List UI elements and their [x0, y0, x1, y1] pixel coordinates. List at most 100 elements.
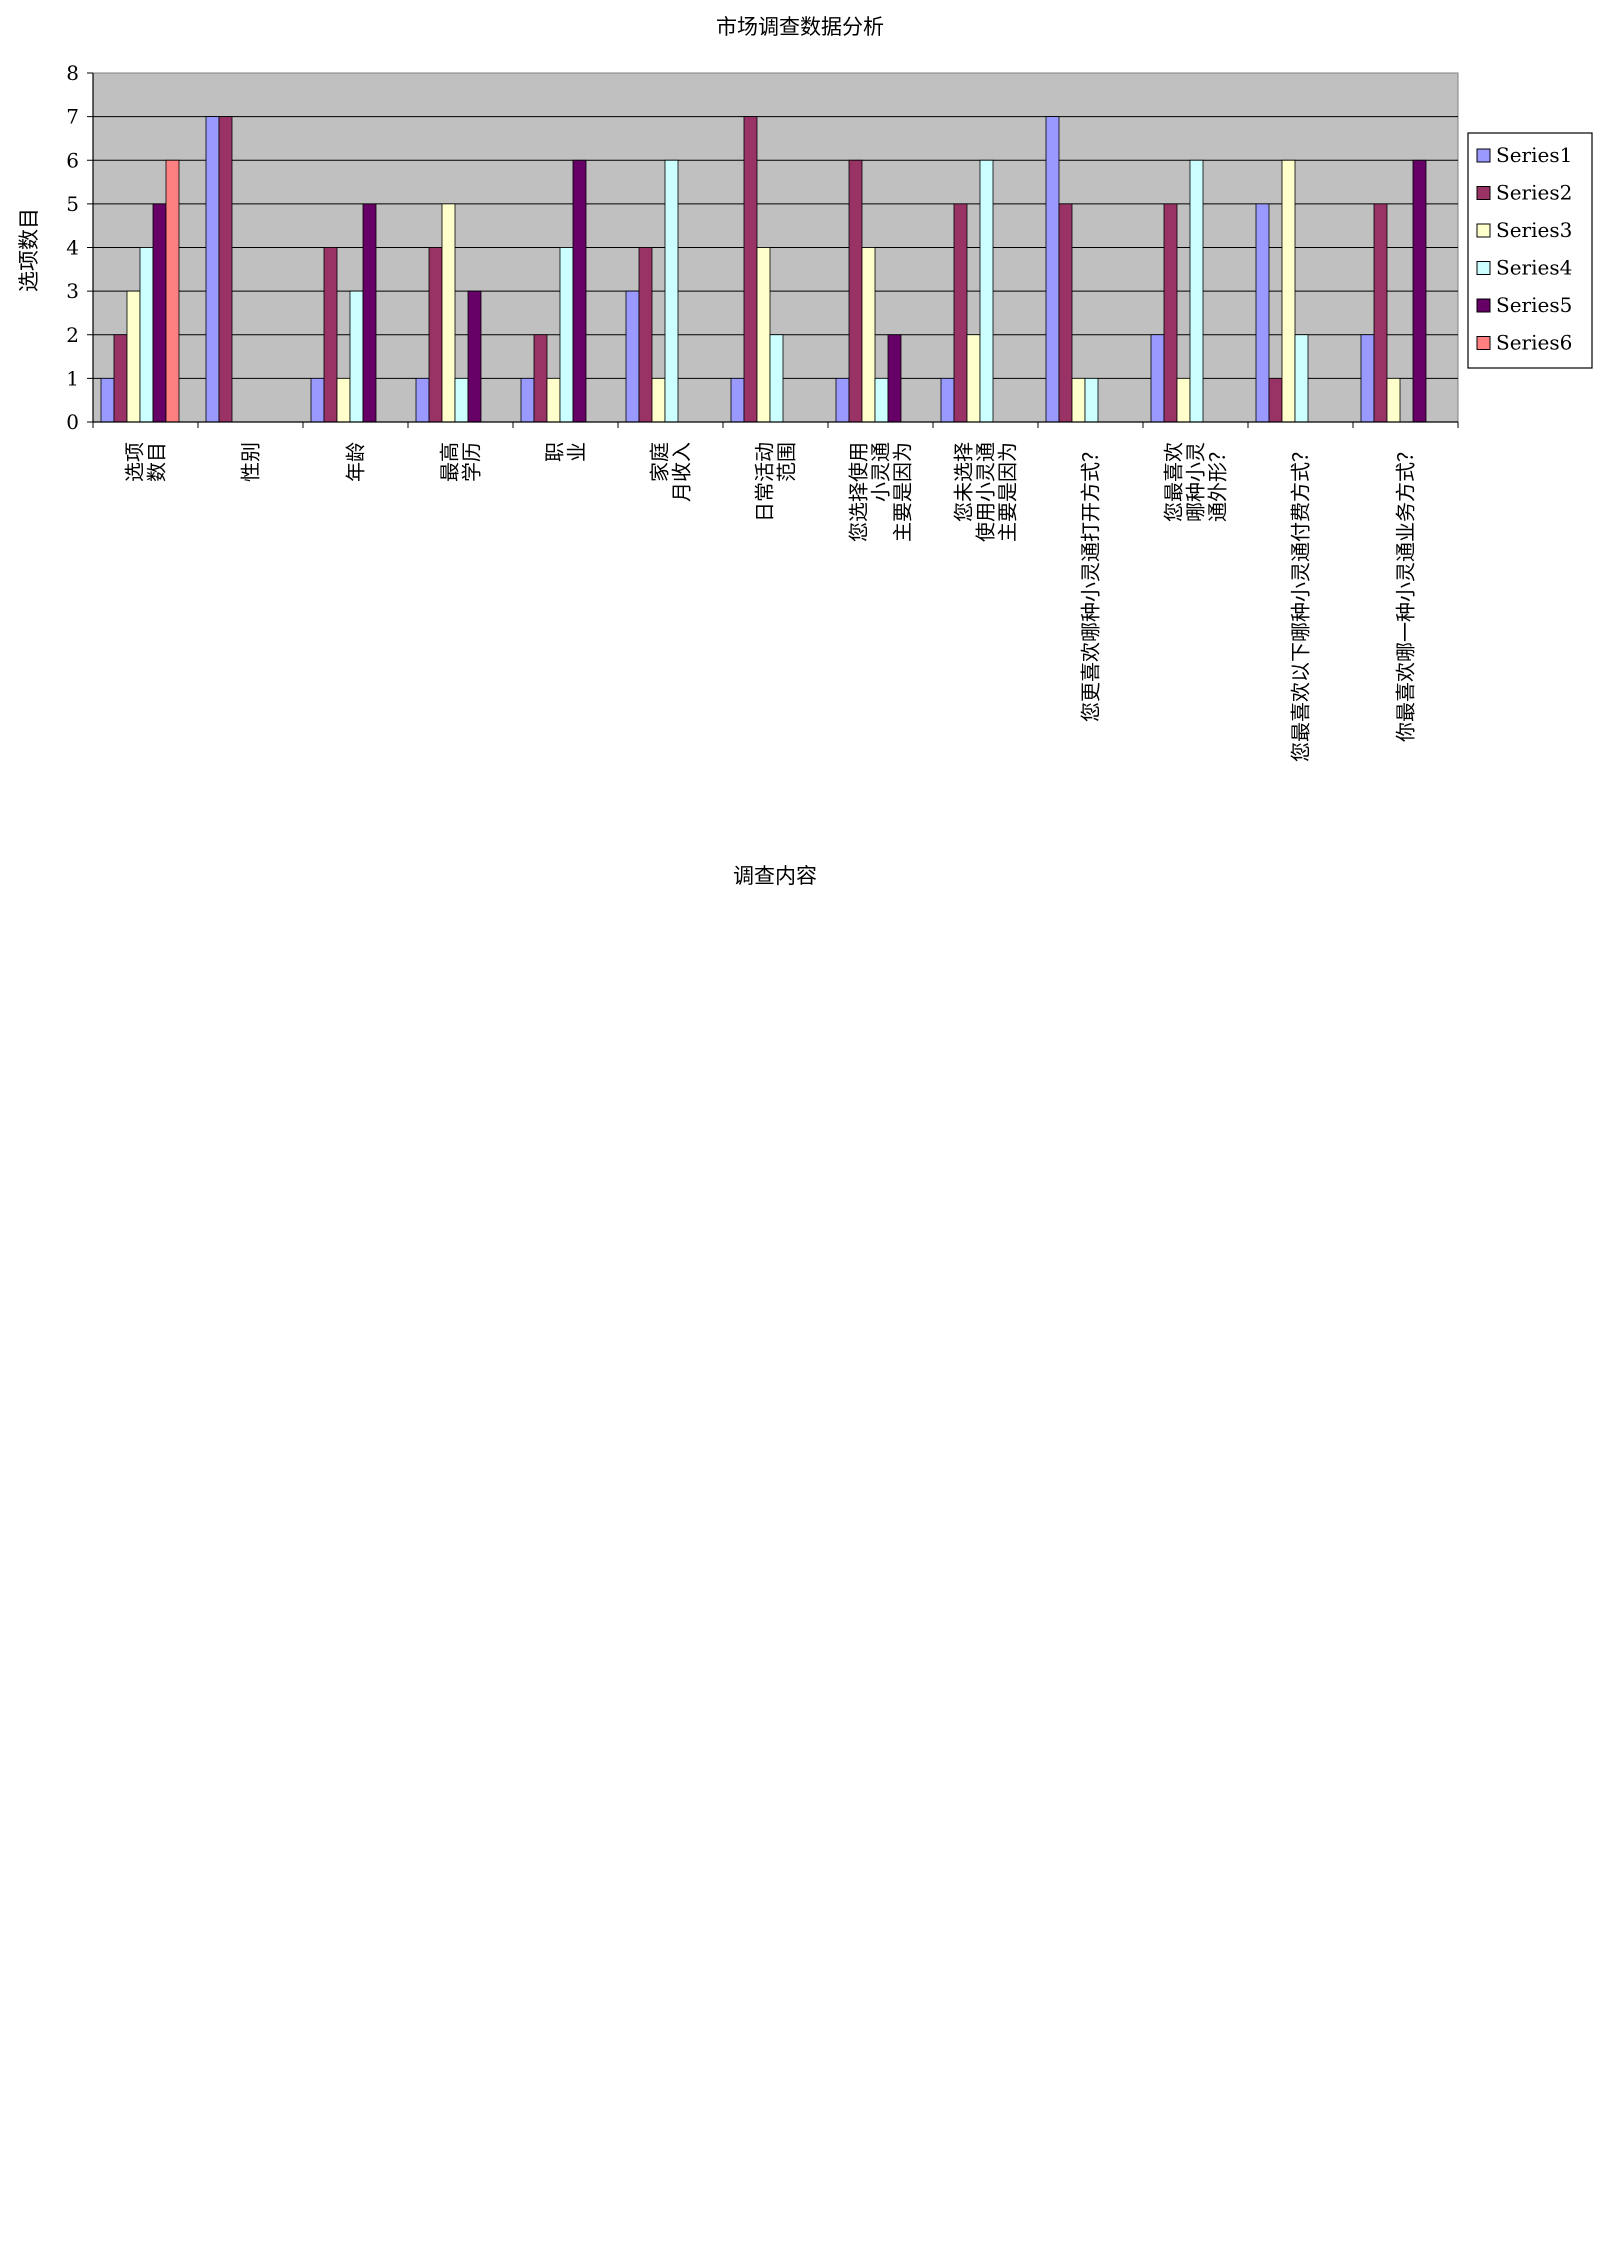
bar-series4-7: [769, 334, 784, 423]
x-tick-label-line: 日常活动: [753, 442, 777, 522]
x-tick-label-line: 您未选择: [952, 442, 976, 522]
legend-item-series2: Series2: [1476, 181, 1572, 205]
legend-label: Series2: [1496, 181, 1572, 205]
y-tick-label: 6: [66, 148, 79, 172]
bar-series1-9: [940, 377, 955, 423]
legend-swatch: [1476, 336, 1491, 350]
bar-series2-2: [218, 116, 233, 423]
x-tick-label-line: 数目: [145, 442, 169, 482]
bar-series3-8: [861, 247, 876, 423]
y-tick-labels: 0 1 2 3 4 5 6 7 8: [66, 61, 79, 434]
bar-series3-3: [336, 377, 351, 423]
bar-series5-1: [152, 203, 167, 423]
bar-series4-6: [664, 159, 679, 423]
legend-label: Series1: [1496, 143, 1572, 167]
bar-series4-4: [454, 377, 469, 423]
x-tick-label-line: 您选择使用: [847, 442, 871, 542]
x-tick-label-line: 通外形？: [1206, 442, 1230, 522]
x-tick-label: 你最喜欢哪一种小灵通业务方式？: [1394, 442, 1418, 742]
x-tick-label-line: 选项: [123, 442, 147, 482]
y-tick-label: 7: [66, 105, 79, 129]
legend-swatch: [1476, 223, 1491, 238]
bar-series3-12: [1281, 159, 1296, 423]
x-tick-label-line: 学历: [460, 442, 484, 482]
axes: [87, 72, 1459, 428]
bar-series1-11: [1150, 334, 1165, 423]
x-tick-label-line: 范围: [775, 442, 799, 482]
bar-series2-8: [848, 159, 863, 423]
x-tick-label-line: 哪种小灵: [1184, 442, 1208, 522]
bar-series1-12: [1255, 203, 1270, 423]
x-tick-label: 性别: [239, 442, 263, 482]
bar-series3-11: [1176, 377, 1191, 423]
chart-title: 市场调查数据分析: [716, 15, 884, 39]
x-tick-label-line: 小灵通: [869, 442, 893, 502]
bar-series1-8: [835, 377, 850, 423]
bar-series3-10: [1071, 377, 1086, 423]
legend-item-series3: Series3: [1476, 218, 1572, 242]
bar-series5-5: [572, 159, 587, 423]
bar-series2-4: [428, 247, 443, 423]
y-tick-label: 2: [66, 323, 79, 347]
bars: [100, 116, 1427, 423]
legend-label: Series3: [1496, 218, 1572, 242]
legend-item-series1: Series1: [1476, 143, 1572, 167]
legend-label: Series4: [1496, 256, 1572, 280]
y-tick-label: 4: [66, 236, 79, 260]
bar-series1-5: [520, 377, 535, 423]
bar-series4-12: [1294, 334, 1309, 423]
y-tick-label: 5: [66, 192, 79, 216]
bar-series5-3: [362, 203, 377, 423]
legend-item-series6: Series6: [1476, 331, 1572, 355]
bar-series3-6: [651, 377, 666, 423]
bar-series6-1: [165, 159, 180, 423]
legend-swatch: [1476, 148, 1491, 163]
bar-series1-2: [205, 116, 220, 423]
bar-series4-1: [139, 247, 154, 423]
legend-item-series4: Series4: [1476, 256, 1572, 280]
bar-series1-4: [415, 377, 430, 423]
x-tick-label-line: 职: [543, 442, 567, 462]
bar-series5-13: [1412, 159, 1427, 423]
bar-series3-1: [126, 290, 141, 423]
bar-series2-6: [638, 247, 653, 423]
bar-series1-7: [730, 377, 745, 423]
legend-swatch: [1476, 261, 1491, 275]
bar-series1-13: [1360, 334, 1375, 423]
bar-series4-3: [349, 290, 364, 423]
bar-series1-3: [310, 377, 325, 423]
bar-series1-6: [625, 290, 640, 423]
x-tick-label-line: 您更喜欢哪种小灵通打开方式？: [1079, 442, 1103, 722]
x-tick-label-line: 最高: [438, 442, 462, 482]
bar-series3-7: [756, 247, 771, 423]
legend-swatch: [1476, 298, 1491, 313]
bar-series3-5: [546, 377, 561, 423]
legend-box: [1467, 132, 1593, 369]
x-tick-label-line: 主要是因为: [891, 442, 915, 542]
x-tick-label-line: 主要是因为: [996, 442, 1020, 542]
legend-swatch: [1476, 186, 1491, 200]
x-tick-label: 您更喜欢哪种小灵通打开方式？: [1079, 442, 1103, 722]
bar-series4-8: [874, 377, 889, 423]
x-tick-label-line: 你最喜欢哪一种小灵通业务方式？: [1394, 442, 1418, 742]
bar-series2-12: [1268, 377, 1283, 423]
x-tick-label-line: 业: [565, 442, 589, 462]
x-tick-label-line: 使用小灵通: [974, 442, 998, 542]
bar-series2-9: [953, 203, 968, 423]
x-axis-title: 调查内容: [733, 864, 817, 888]
bar-series4-10: [1084, 377, 1099, 423]
bar-series5-8: [887, 334, 902, 423]
bar-series1-1: [100, 377, 115, 423]
x-tick-label-line: 性别: [239, 442, 263, 482]
legend-label: Series5: [1496, 293, 1572, 317]
x-tick-label-line: 您最喜欢: [1162, 442, 1186, 522]
bar-series3-13: [1386, 377, 1401, 423]
legend-label: Series6: [1496, 331, 1572, 355]
bar-series3-4: [441, 203, 456, 423]
bar-series2-1: [113, 334, 128, 423]
y-tick-label: 1: [66, 366, 79, 390]
